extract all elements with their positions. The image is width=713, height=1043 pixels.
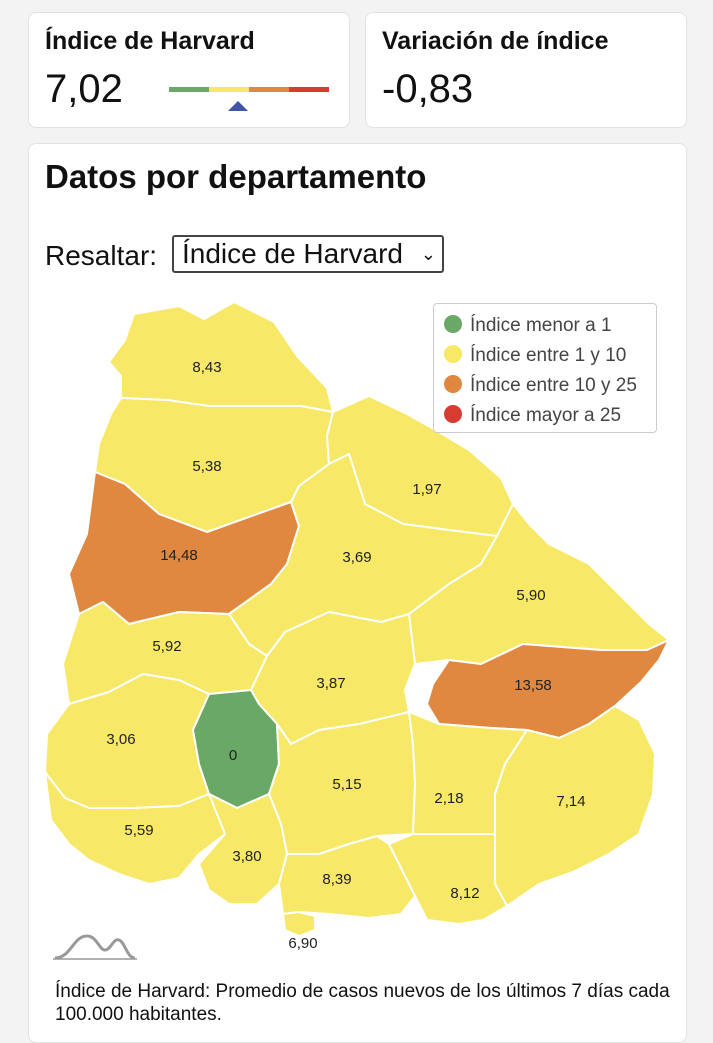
section-title: Datos por departamento — [45, 158, 427, 195]
department-shape[interactable] — [388, 833, 508, 925]
department-value-label: 5,59 — [124, 822, 153, 839]
legend-label: Índice entre 10 y 25 — [470, 375, 637, 396]
department-value-label: 0 — [229, 747, 237, 764]
department-labels: 8,43 5,38 1,97 14,48 3,69 5,90 5,92 3,87 13,58 3,… — [106, 359, 585, 952]
variation-title: Variación de índice — [382, 27, 609, 55]
legend-item[interactable]: Índice entre 10 y 25 — [444, 372, 637, 400]
department-value-label: 3,87 — [316, 675, 345, 692]
scale-red — [289, 87, 329, 92]
department-value-label: 6,90 — [288, 935, 317, 952]
legend-label: Índice mayor a 25 — [470, 405, 622, 426]
legend-dot-icon — [444, 314, 462, 333]
department-value-label: 1,97 — [412, 481, 441, 498]
legend-dot-icon — [444, 344, 462, 363]
scale-pointer-icon — [228, 101, 248, 111]
department-value-label: 8,12 — [450, 885, 479, 902]
legend-label: Índice menor a 1 — [470, 315, 612, 336]
department-value-label: 3,69 — [342, 549, 371, 566]
uruguay-map: 8,43 5,38 1,97 14,48 3,69 5,90 5,92 3,87 13,58 3,… — [44, 301, 670, 952]
department-shape[interactable] — [198, 793, 288, 905]
department-value-label: 14,48 — [160, 547, 198, 564]
variation-card: Variación de índice -0,83 — [365, 12, 687, 128]
variation-value: -0,83 — [382, 67, 474, 111]
department-shape[interactable] — [108, 301, 334, 413]
department-value-label: 13,58 — [514, 677, 552, 694]
department-shape[interactable] — [490, 705, 656, 907]
highlight-label: Resaltar: — [45, 240, 158, 271]
legend-item[interactable]: Índice mayor a 25 — [444, 402, 621, 430]
department-value-label: 8,39 — [322, 871, 351, 888]
department-value-label: 5,38 — [192, 458, 221, 475]
mountains-logo-icon — [53, 934, 137, 960]
legend-label: Índice entre 1 y 10 — [470, 345, 627, 366]
legend-dot-icon — [444, 374, 462, 393]
scale-yellow — [209, 87, 249, 92]
department-value-label: 2,18 — [434, 790, 463, 807]
department-value-label: 3,06 — [106, 731, 135, 748]
chevron-down-icon: ⌄ — [420, 244, 436, 264]
map-legend: Índice menor a 1 Índice entre 1 y 10 Índic… — [433, 303, 657, 433]
legend-item[interactable]: Índice menor a 1 — [444, 312, 612, 340]
department-shape[interactable] — [282, 911, 316, 937]
department-value-label: 8,43 — [192, 359, 221, 376]
department-shape[interactable] — [426, 639, 670, 739]
footnote: Índice de Harvard: Promedio de casos nue… — [55, 981, 670, 1025]
department-value-label: 7,14 — [556, 793, 585, 810]
department-shape[interactable] — [44, 771, 238, 885]
legend-dot-icon — [444, 404, 462, 423]
highlight-select[interactable]: Índice de Harvard ⌄ — [172, 235, 444, 273]
department-value-label: 5,15 — [332, 776, 361, 793]
scale-orange — [249, 87, 289, 92]
highlight-select-value: Índice de Harvard — [182, 238, 404, 269]
harvard-index-scale — [169, 87, 329, 111]
department-value-label: 5,90 — [516, 587, 545, 604]
department-value-label: 5,92 — [152, 638, 181, 655]
departments-card: Datos por departamento Resaltar: Índice … — [28, 143, 687, 1043]
harvard-index-value: 7,02 — [45, 67, 123, 111]
harvard-index-card: Índice de Harvard 7,02 — [28, 12, 350, 128]
department-value-label: 3,80 — [232, 848, 261, 865]
legend-item[interactable]: Índice entre 1 y 10 — [444, 342, 626, 370]
scale-green — [169, 87, 209, 92]
harvard-index-title: Índice de Harvard — [45, 27, 255, 55]
